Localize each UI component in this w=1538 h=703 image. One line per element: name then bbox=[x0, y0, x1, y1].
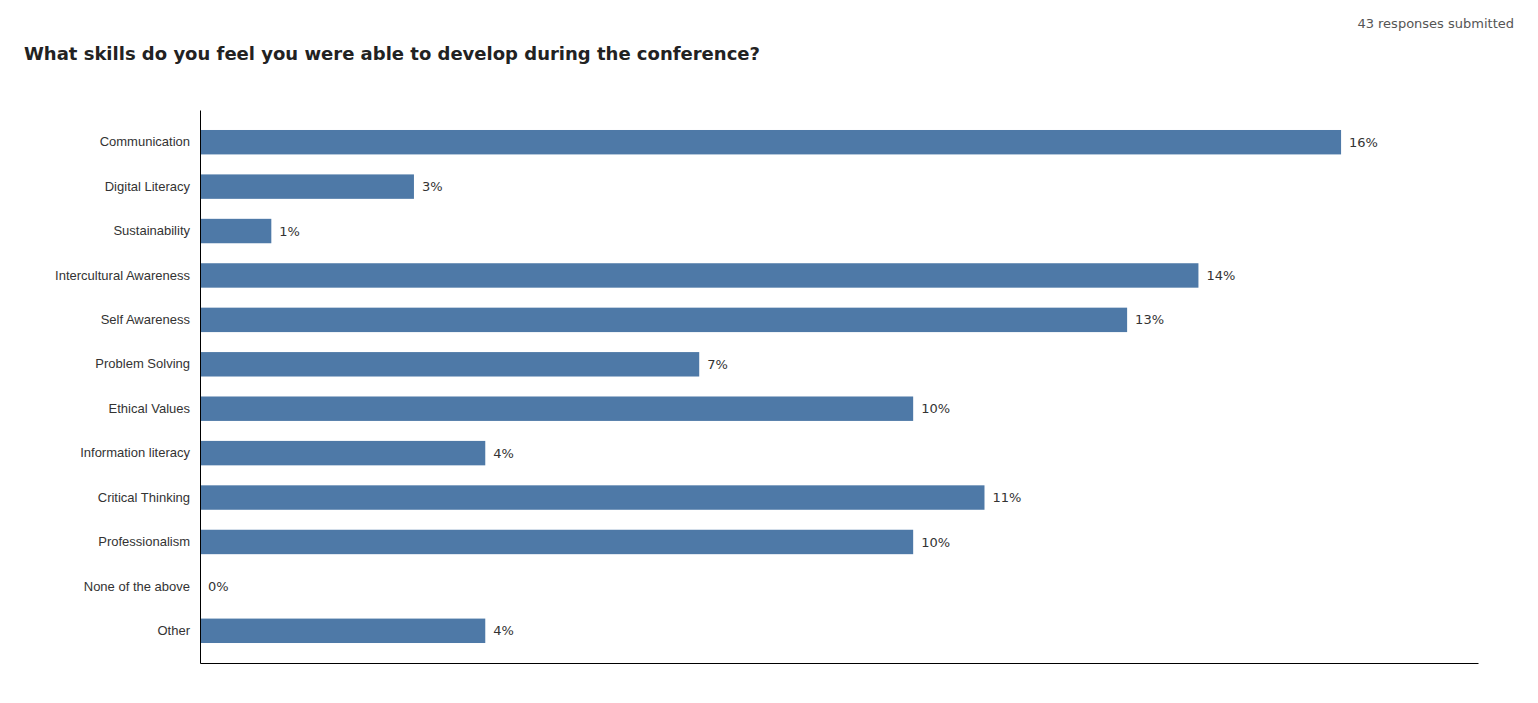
x-axis-line bbox=[201, 663, 1479, 664]
y-tick: Ethical Values bbox=[109, 401, 200, 416]
bar bbox=[200, 485, 984, 509]
y-tick: Self Awareness bbox=[101, 312, 200, 327]
y-tick-label: Communication bbox=[100, 134, 190, 149]
data-label: 1% bbox=[279, 224, 300, 239]
bar bbox=[200, 530, 913, 554]
y-tick: Sustainability bbox=[113, 223, 200, 238]
bar bbox=[200, 441, 485, 465]
data-label: 13% bbox=[1135, 312, 1164, 327]
y-tick-label: Professionalism bbox=[98, 534, 190, 549]
bar bbox=[200, 263, 1198, 287]
bars bbox=[200, 130, 1341, 643]
y-tick: Intercultural Awareness bbox=[55, 268, 200, 283]
bar bbox=[200, 396, 913, 420]
y-tick-label: Problem Solving bbox=[95, 356, 190, 371]
bar bbox=[200, 308, 1127, 332]
y-tick: None of the above bbox=[84, 579, 200, 594]
data-label: 11% bbox=[992, 490, 1021, 505]
y-tick-label: Ethical Values bbox=[109, 401, 191, 416]
y-axis: Communication Digital Literacy Sustainabil… bbox=[55, 111, 200, 664]
y-tick: Critical Thinking bbox=[98, 490, 200, 505]
y-tick: Digital Literacy bbox=[105, 179, 200, 194]
data-label: 3% bbox=[422, 179, 443, 194]
y-tick-label: Other bbox=[157, 623, 190, 638]
data-labels: 16% 3% 1% 14% 13% 7% 10% 4% 11% 10% 0% 4% bbox=[208, 135, 1378, 639]
y-tick: Communication bbox=[100, 134, 200, 149]
bar bbox=[200, 130, 1341, 154]
bar bbox=[200, 219, 271, 243]
chart: What skills do you feel you were able to… bbox=[0, 0, 1538, 703]
data-label: 7% bbox=[707, 357, 728, 372]
y-tick-label: Sustainability bbox=[113, 223, 190, 238]
x-axis bbox=[201, 663, 1479, 664]
data-label: 14% bbox=[1206, 268, 1235, 283]
plot: Communication Digital Literacy Sustainabil… bbox=[55, 111, 1478, 664]
y-tick-label: None of the above bbox=[84, 579, 190, 594]
data-label: 10% bbox=[921, 401, 950, 416]
y-axis-line bbox=[200, 111, 201, 664]
y-tick: Other bbox=[157, 623, 200, 638]
y-tick-label: Information literacy bbox=[80, 445, 190, 460]
y-tick: Problem Solving bbox=[95, 356, 200, 371]
y-tick: Information literacy bbox=[80, 445, 200, 460]
y-tick-label: Self Awareness bbox=[101, 312, 191, 327]
bar bbox=[200, 174, 414, 198]
y-tick-label: Critical Thinking bbox=[98, 490, 190, 505]
bar bbox=[200, 352, 699, 376]
data-label: 10% bbox=[921, 535, 950, 550]
data-label: 0% bbox=[208, 579, 229, 594]
title: What skills do you feel you were able to… bbox=[24, 43, 760, 64]
y-tick-label: Intercultural Awareness bbox=[55, 268, 190, 283]
data-label: 16% bbox=[1349, 135, 1378, 150]
bar bbox=[200, 619, 485, 643]
subtitle: 43 responses submitted bbox=[1357, 16, 1514, 31]
data-label: 4% bbox=[493, 446, 514, 461]
data-label: 4% bbox=[493, 623, 514, 638]
y-tick-label: Digital Literacy bbox=[105, 179, 191, 194]
y-tick: Professionalism bbox=[98, 534, 200, 549]
